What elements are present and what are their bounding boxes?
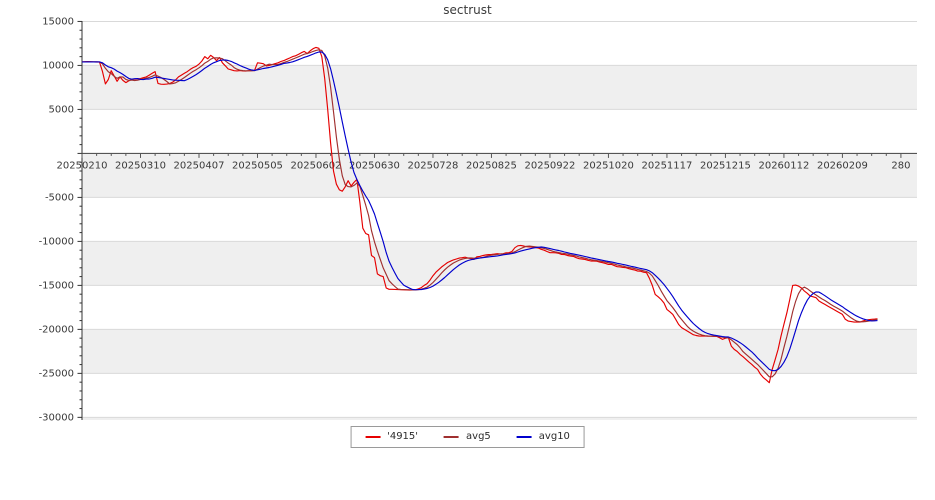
background-band	[82, 329, 917, 374]
legend-swatch-4915	[365, 436, 381, 438]
x-tick-label: 20250922	[524, 160, 575, 171]
legend-label: '4915'	[387, 431, 419, 442]
legend-swatch-avg5	[444, 436, 460, 438]
legend-label: avg5	[466, 431, 491, 442]
series-4915-line	[81, 46, 878, 384]
x-tick-label: 20250505	[232, 160, 283, 171]
x-tick-label: 20250210	[57, 160, 108, 171]
x-tick-label: 20260112	[758, 160, 809, 171]
y-tick-label: -10000	[39, 237, 74, 248]
legend-item-4915: '4915'	[365, 431, 418, 443]
x-tick-label: 20251215	[700, 160, 751, 171]
chart-title: sectrust	[443, 3, 492, 17]
x-tick-label: 20251020	[583, 160, 634, 171]
x-tick-label: 20260209	[817, 160, 868, 171]
y-tick-label: -30000	[39, 413, 74, 424]
x-tick-label: 20250310	[115, 160, 166, 171]
y-tick-label: -25000	[39, 369, 74, 380]
legend-swatch-avg10	[516, 436, 532, 438]
legend-item-avg10: avg10	[516, 431, 570, 443]
y-tick-label: 10000	[42, 61, 74, 72]
series-avg10-line	[82, 51, 878, 372]
y-tick-label: 15000	[42, 17, 74, 28]
background-band	[82, 417, 917, 420]
x-tick-label: 20250407	[174, 160, 225, 171]
background-band	[82, 241, 917, 286]
x-tick-label: 280	[891, 160, 910, 171]
legend-item-avg5: avg5	[444, 431, 491, 443]
x-tick-label: 20250825	[466, 160, 517, 171]
background-band	[82, 65, 917, 110]
legend-label: avg10	[538, 431, 570, 442]
background-band	[82, 153, 917, 198]
y-tick-label: -5000	[45, 193, 74, 204]
x-tick-label: 20251117	[641, 160, 692, 171]
y-tick-label: -15000	[39, 281, 74, 292]
legend: '4915' avg5 avg10	[350, 426, 585, 448]
y-tick-label: -20000	[39, 325, 74, 336]
x-tick-label: 20250630	[349, 160, 400, 171]
x-tick-label: 20250728	[408, 160, 459, 171]
x-tick-label: 20250602	[291, 160, 342, 171]
y-tick-label: 5000	[49, 105, 74, 116]
